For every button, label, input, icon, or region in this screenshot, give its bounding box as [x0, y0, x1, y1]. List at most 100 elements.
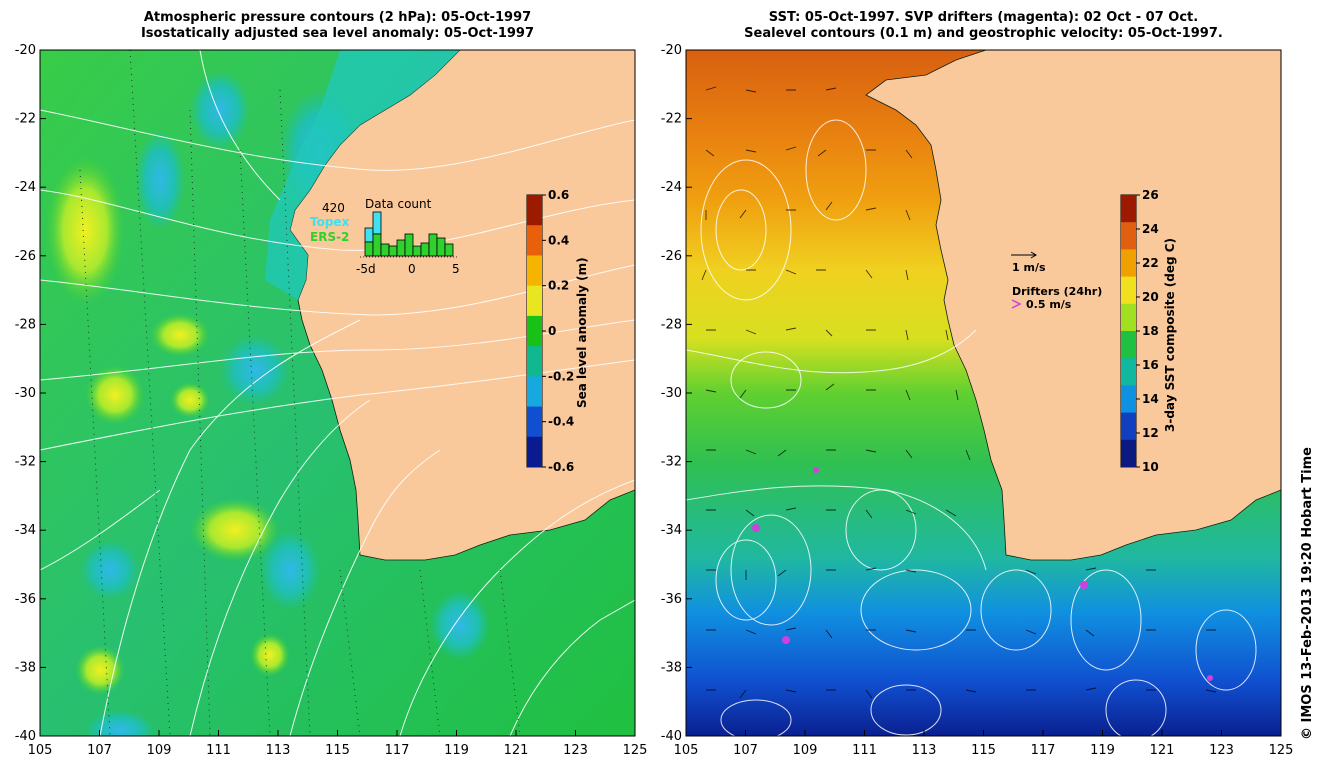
- left-ytick-label: -38: [15, 660, 36, 675]
- left-colorbar-tick-label: 0.4: [548, 233, 569, 247]
- left-title-line-1: Atmospheric pressure contours (2 hPa): 0…: [143, 10, 532, 25]
- left-colorbar-band: [527, 346, 542, 377]
- left-colorbar-tick-label: -0.6: [548, 460, 574, 474]
- left-colorbar-band: [527, 406, 542, 438]
- left-colorbar-label: Sea level anomaly (m): [575, 257, 589, 408]
- right-colorbar-band: [1121, 412, 1136, 441]
- left-xtick-label: 121: [504, 743, 529, 758]
- right-colorbar-tick-label: 24: [1142, 222, 1159, 236]
- left-colorbar-band: [527, 195, 542, 226]
- right-colorbar-tick-label: 26: [1142, 188, 1159, 202]
- drifters-scale-label: 0.5 m/s: [1026, 298, 1072, 311]
- right-colorbar-tick-label: 20: [1142, 290, 1159, 304]
- velocity-scale-label: 1 m/s: [1012, 261, 1046, 274]
- right-map-title: SST: 05-Oct-1997. SVP drifters (magenta)…: [686, 10, 1281, 42]
- left-ytick-label: -36: [15, 592, 36, 607]
- right-colorbar-band: [1121, 385, 1136, 414]
- left-ytick-label: -24: [15, 180, 36, 195]
- right-colorbar-tick-label: 14: [1142, 392, 1159, 406]
- left-xtick-label: 109: [147, 743, 172, 758]
- right-xtick-label: 125: [1269, 743, 1294, 758]
- right-xtick-label: 123: [1209, 743, 1234, 758]
- left-colorbar: 0.6 0.4 0.2 0 -0.2 -0.4 -0.6 Sea level anomaly…: [526, 188, 589, 474]
- coastal-shelf: [265, 50, 460, 300]
- drifters-legend-title: Drifters (24hr): [1012, 285, 1102, 298]
- left-colorbar-band: [527, 225, 542, 256]
- right-colorbar-label: 3-day SST composite (deg C): [1163, 238, 1177, 432]
- right-xtick-label: 111: [852, 743, 877, 758]
- left-map-title: Atmospheric pressure contours (2 hPa): 0…: [40, 10, 635, 42]
- data-count-histogram: [360, 211, 458, 258]
- right-ytick-label: -36: [661, 592, 682, 607]
- right-colorbar-band: [1121, 331, 1136, 359]
- left-ytick-label: -26: [15, 249, 36, 264]
- left-ytick-label: -20: [15, 43, 36, 58]
- imos-credit: © IMOS 13-Feb-2013 19:20 Hobart Time: [1300, 447, 1315, 740]
- left-ytick-label: -40: [15, 729, 36, 744]
- right-xtick-label: 115: [971, 743, 996, 758]
- left-xtick-label: 115: [325, 743, 350, 758]
- left-title-line-2: Isostatically adjusted sea level anomaly…: [140, 26, 535, 41]
- drifter-arrow-icon: [1011, 299, 1022, 309]
- right-colorbar-band: [1121, 195, 1136, 223]
- right-ytick-label: -28: [661, 317, 682, 332]
- right-title-line-2: Sealevel contours (0.1 m) and geostrophi…: [744, 26, 1223, 41]
- data-count-xtick-0: -5d: [356, 262, 376, 276]
- svp-drifter-tracks: [752, 467, 1213, 681]
- left-xtick-label: 111: [206, 743, 231, 758]
- left-ytick-label: -28: [15, 317, 36, 332]
- right-ytick-label: -38: [661, 660, 682, 675]
- right-ytick-label: -24: [661, 180, 682, 195]
- right-xtick-label: 105: [674, 743, 699, 758]
- left-colorbar-tick-label: 0: [548, 324, 556, 338]
- right-colorbar-band: [1121, 276, 1136, 305]
- right-xtick-label: 107: [733, 743, 758, 758]
- left-xtick-label: 123: [563, 743, 588, 758]
- right-colorbar-band: [1121, 439, 1136, 468]
- right-colorbar-tick-label: 12: [1142, 426, 1159, 440]
- left-xtick-label: 113: [266, 743, 291, 758]
- left-ytick-label: -30: [15, 386, 36, 401]
- left-ytick-label: -22: [15, 112, 36, 127]
- data-count-xtick-1: 0: [408, 262, 416, 276]
- anomaly-blobs: [45, 70, 490, 736]
- left-colorbar-band: [527, 315, 542, 347]
- australia-land: [289, 50, 635, 561]
- left-ytick-label: -32: [15, 455, 36, 470]
- velocity-legend: 1 m/s Drifters (24hr) 0.5 m/s: [1011, 251, 1102, 311]
- altimeter-tracks: [79, 50, 521, 736]
- right-ytick-label: -34: [661, 523, 682, 538]
- geostrophic-velocity-arrows: [701, 86, 1217, 699]
- sealevel-contours: [686, 119, 1257, 736]
- left-ytick-label: -34: [15, 523, 36, 538]
- left-colorbar-band: [527, 436, 542, 468]
- ers2-legend: ERS-2: [310, 230, 349, 244]
- right-xtick-label: 109: [793, 743, 818, 758]
- left-xtick-label: 119: [444, 743, 469, 758]
- right-xtick-label: 119: [1090, 743, 1115, 758]
- left-colorbar-tick-label: 0.6: [548, 188, 569, 202]
- left-xtick-label: 107: [87, 743, 112, 758]
- data-count-inset: 420 Data count Topex ERS-2 -5d: [310, 197, 460, 276]
- left-colorbar-tick-label: -0.2: [548, 369, 574, 383]
- right-colorbar-tick-label: 22: [1142, 256, 1159, 270]
- right-ytick-label: -26: [661, 249, 682, 264]
- left-colorbar-tick-label: 0.2: [548, 279, 569, 293]
- right-colorbar-tick-label: 10: [1142, 460, 1159, 474]
- right-ytick-label: -20: [661, 43, 682, 58]
- right-ytick-label: -22: [661, 112, 682, 127]
- topex-legend: Topex: [310, 215, 350, 229]
- left-colorbar-tick-label: -0.4: [548, 415, 574, 429]
- right-ytick-label: -32: [661, 455, 682, 470]
- right-colorbar-tick-label: 18: [1142, 324, 1159, 338]
- velocity-arrowhead-icon: [1030, 251, 1037, 259]
- right-colorbar-band: [1121, 249, 1136, 278]
- right-colorbar-band: [1121, 358, 1136, 386]
- australia-land-right: [865, 50, 1281, 561]
- right-ytick-label: -30: [661, 386, 682, 401]
- left-xtick-label: 105: [28, 743, 53, 758]
- left-xtick-label: 117: [385, 743, 410, 758]
- right-xtick-label: 121: [1150, 743, 1175, 758]
